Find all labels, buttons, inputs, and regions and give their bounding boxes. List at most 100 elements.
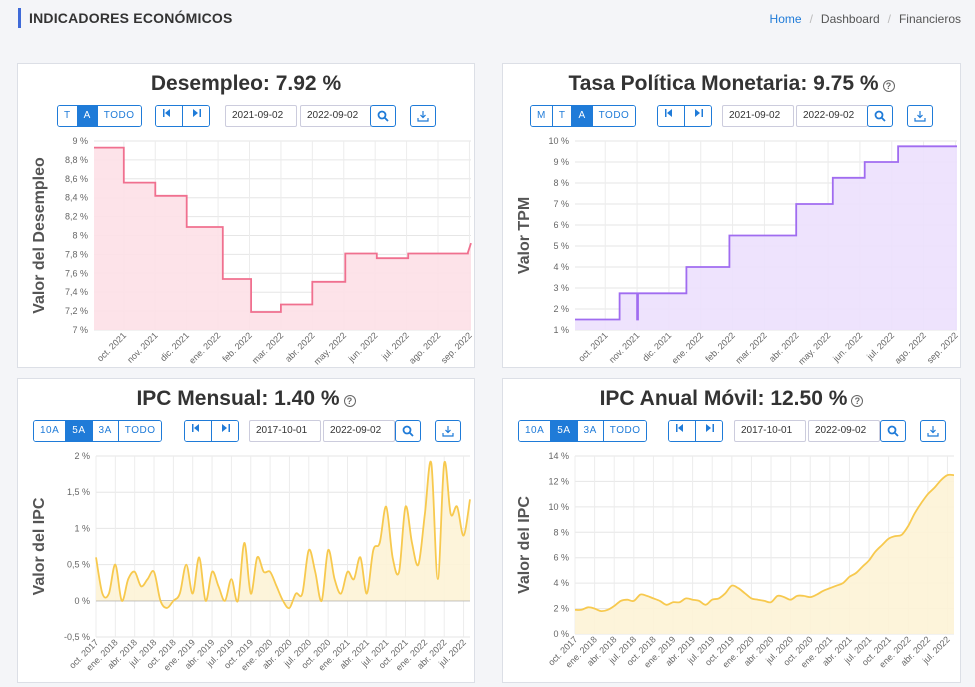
range-selector: 10A 5A 3A TODO	[518, 420, 648, 442]
y-tick-label: 8,6 %	[65, 174, 88, 184]
x-tick-label: jul. 2022	[864, 330, 896, 362]
y-axis-label: Valor del Desempleo	[31, 157, 48, 314]
y-tick-label: 2 %	[553, 304, 569, 314]
step-back-button[interactable]	[185, 421, 212, 441]
x-tick-label: mar. 2022	[250, 330, 285, 365]
y-tick-label: 1 %	[74, 523, 90, 533]
panel-desempleo: Desempleo: 7.92 % T A TODO 2021-09-02 20…	[17, 63, 475, 368]
range-button-5a[interactable]: 5A	[66, 421, 93, 441]
help-icon[interactable]: ?	[882, 80, 895, 92]
range-button-10a[interactable]: 10A	[34, 421, 67, 441]
search-button[interactable]	[880, 420, 906, 442]
y-tick-label: 1 %	[553, 325, 569, 335]
y-tick-label: 7,4 %	[65, 287, 88, 297]
date-from-input[interactable]: 2017-10-01	[249, 420, 321, 442]
series-area	[96, 461, 470, 609]
step-back-icon	[163, 109, 170, 117]
x-tick-label: ago. 2022	[893, 330, 928, 365]
range-button-5a[interactable]: 5A	[551, 421, 578, 441]
range-button-t[interactable]: T	[552, 106, 573, 126]
x-tick-label: jul. 2022	[379, 330, 411, 362]
series-line	[94, 146, 472, 313]
step-back-button[interactable]	[669, 421, 696, 441]
download-button[interactable]	[410, 105, 436, 127]
y-tick-label: 8 %	[553, 178, 569, 188]
panel-ipc-mensual: IPC Mensual: 1.40 %? 10A 5A 3A TODO 2017…	[17, 378, 475, 683]
y-tick-label: 7,6 %	[65, 268, 88, 278]
x-tick-label: sep. 2022	[439, 330, 474, 365]
x-tick-label: may. 2022	[796, 330, 832, 366]
y-axis-label: Valor TPM	[516, 197, 533, 274]
download-icon	[914, 111, 926, 122]
tpm-chart: 1 % 2 % 3 % 4 % 5 % 6 % 7 % 8 % 9 % 10 % oct. 2021…	[516, 136, 960, 367]
y-tick-label: 10 %	[548, 502, 569, 512]
y-tick-label: 6 %	[553, 220, 569, 230]
range-button-m[interactable]: M	[531, 106, 553, 126]
step-back-button[interactable]	[658, 106, 685, 126]
x-tick-label: nov. 2021	[125, 330, 160, 365]
range-button-3a[interactable]: 3A	[92, 421, 119, 441]
search-icon	[887, 425, 899, 437]
search-icon	[402, 425, 414, 437]
series-area	[575, 146, 957, 330]
range-button-todo[interactable]: TODO	[97, 106, 141, 126]
step-forward-button[interactable]	[212, 421, 238, 441]
breadcrumb-dashboard[interactable]: Dashboard	[820, 12, 880, 26]
date-from-input[interactable]: 2017-10-01	[734, 420, 806, 442]
range-button-todo[interactable]: TODO	[592, 106, 636, 126]
download-icon	[417, 111, 429, 122]
x-tick-label: sep. 2022	[925, 330, 960, 365]
step-back-icon	[676, 424, 683, 432]
pan-buttons	[155, 105, 210, 127]
search-button[interactable]	[395, 420, 421, 442]
x-tick-label: ene. 2022	[670, 330, 705, 365]
date-to-input[interactable]: 2022-09-02	[323, 420, 395, 442]
step-back-button[interactable]	[156, 106, 183, 126]
y-tick-label: 8,8 %	[65, 155, 88, 165]
help-icon[interactable]: ?	[851, 395, 864, 407]
y-tick-label: 0,5 %	[67, 560, 90, 570]
step-forward-icon	[706, 424, 714, 432]
step-forward-icon	[193, 109, 201, 117]
step-forward-button[interactable]	[183, 106, 209, 126]
panel-ipc-anual: IPC Anual Móvil: 12.50 %? 10A 5A 3A TODO…	[502, 378, 961, 683]
pan-buttons	[184, 420, 239, 442]
range-button-todo[interactable]: TODO	[118, 421, 162, 441]
range-button-a[interactable]: A	[77, 106, 98, 126]
y-tick-label: 0 %	[74, 596, 90, 606]
step-forward-button[interactable]	[696, 421, 722, 441]
range-button-todo[interactable]: TODO	[603, 421, 647, 441]
search-icon	[874, 110, 886, 122]
step-forward-button[interactable]	[685, 106, 711, 126]
x-tick-label: ago. 2022	[407, 330, 442, 365]
y-tick-label: -0,5 %	[64, 632, 90, 642]
search-button[interactable]	[867, 105, 893, 127]
help-icon[interactable]: ?	[343, 395, 356, 407]
y-tick-label: 5 %	[553, 241, 569, 251]
panel-title: Tasa Política Monetaria: 9.75 %?	[503, 72, 960, 96]
x-tick-label: ene. 2022	[187, 330, 222, 365]
x-tick-label: feb. 2022	[703, 330, 737, 364]
download-button[interactable]	[435, 420, 461, 442]
range-button-a[interactable]: A	[572, 106, 593, 126]
x-tick-label: mar. 2022	[733, 330, 768, 365]
breadcrumb-separator: /	[809, 12, 813, 26]
desempleo-chart: 7 % 7,2 % 7,4 % 7,6 % 7,8 % 8 % 8,2 % 8,4 % 8,6 …	[31, 136, 474, 367]
range-button-10a[interactable]: 10A	[519, 421, 552, 441]
date-from-input[interactable]: 2021-09-02	[722, 105, 794, 127]
x-tick-label: jun. 2022	[830, 330, 864, 364]
breadcrumb: Home / Dashboard / Financieros	[770, 12, 961, 26]
panel-title: IPC Anual Móvil: 12.50 %?	[503, 387, 960, 411]
date-to-input[interactable]: 2022-09-02	[808, 420, 880, 442]
download-button[interactable]	[920, 420, 946, 442]
y-tick-label: 1,5 %	[67, 487, 90, 497]
date-from-input[interactable]: 2021-09-02	[225, 105, 297, 127]
search-button[interactable]	[370, 105, 396, 127]
step-back-icon	[192, 424, 199, 432]
download-button[interactable]	[907, 105, 933, 127]
range-button-3a[interactable]: 3A	[577, 421, 604, 441]
breadcrumb-home-link[interactable]: Home	[769, 12, 802, 26]
range-button-t[interactable]: T	[58, 106, 78, 126]
series-area	[575, 474, 954, 634]
